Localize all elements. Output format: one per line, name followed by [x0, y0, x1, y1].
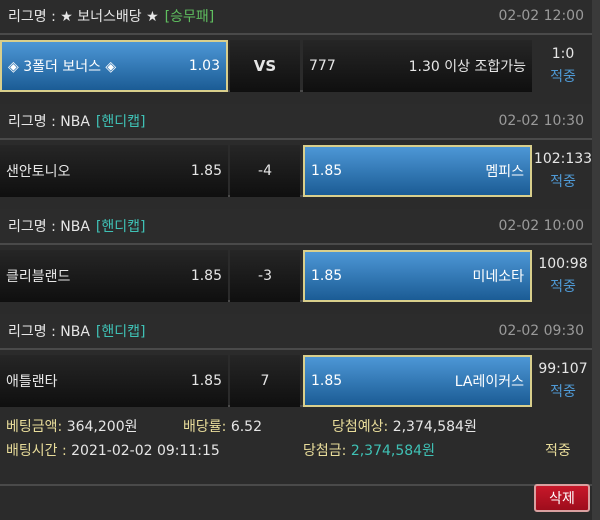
away-team: 미네소타	[472, 269, 524, 285]
match-row: 클리블랜드 1.85 -3 1.85 미네소타 100:98 적중	[0, 250, 594, 302]
bet-time: 2021-02-02 09:11:15	[71, 443, 220, 459]
league-header: 리그명 : ★ 보너스배당 ★ [승무패] 02-02 12:00	[0, 0, 592, 35]
league-name: 리그명 : NBA	[8, 114, 90, 130]
home-team: 샌안토니오	[6, 164, 71, 180]
home-option[interactable]: 샌안토니오 1.85	[0, 145, 228, 197]
score-cell: 99:107 적중	[532, 355, 594, 407]
league-name: 리그명 : NBA	[8, 324, 90, 340]
bet-block: 리그명 : NBA [핸디캡] 02-02 10:30 샌안토니오 1.85 -…	[0, 104, 594, 209]
win-amount: 2,374,584원	[350, 443, 435, 459]
scrollbar[interactable]	[592, 0, 600, 520]
handicap-value: VS	[230, 40, 300, 92]
expected-win: 2,374,584원	[392, 419, 477, 435]
result: 적중	[550, 279, 576, 295]
bet-status: 적중	[545, 443, 571, 459]
match-time: 02-02 12:00	[498, 8, 584, 24]
match-row: ◈ 3폴더 보너스 ◈ 1.03 VS 777 1.30 이상 조합가능 1:0…	[0, 40, 594, 92]
home-team: 클리블랜드	[6, 269, 71, 285]
home-odds: 1.85	[190, 163, 222, 179]
home-option[interactable]: ◈ 3폴더 보너스 ◈ 1.03	[0, 40, 228, 92]
result: 적중	[550, 174, 576, 190]
result: 적중	[550, 69, 576, 85]
league-header: 리그명 : NBA [핸디캡] 02-02 10:30	[0, 104, 592, 140]
away-odds: 777	[309, 58, 336, 74]
bet-amount-label: 베팅금액:	[6, 419, 63, 435]
delete-button[interactable]: 삭제	[534, 484, 590, 512]
home-team: ◈ 3폴더 보너스 ◈	[8, 59, 117, 75]
away-team: 1.30 이상 조합가능	[408, 59, 526, 75]
result: 적중	[550, 384, 576, 400]
away-option[interactable]: 1.85 미네소타	[303, 250, 532, 302]
score: 102:133	[533, 151, 593, 167]
bet-type: [핸디캡]	[95, 114, 146, 130]
handicap-value: -4	[230, 145, 300, 197]
bet-amount: 364,200원	[66, 419, 138, 435]
bet-block: 리그명 : NBA [핸디캡] 02-02 10:00 클리블랜드 1.85 -…	[0, 209, 594, 314]
home-odds: 1.85	[190, 373, 222, 389]
away-team: LA레이커스	[454, 374, 524, 390]
bet-summary: 베팅금액: 364,200원 배당률: 6.52 당첨예상: 2,374,584…	[0, 410, 592, 486]
total-odds: 6.52	[230, 419, 262, 435]
bet-type: [핸디캡]	[95, 324, 146, 340]
away-odds: 1.85	[311, 268, 343, 284]
score-cell: 100:98 적중	[532, 250, 594, 302]
bet-time-label: 배팅시간 :	[6, 443, 67, 459]
home-odds: 1.03	[188, 58, 220, 74]
bet-block: 리그명 : NBA [핸디캡] 02-02 09:30 애틀랜타 1.85 7 …	[0, 314, 594, 419]
league-header: 리그명 : NBA [핸디캡] 02-02 09:30	[0, 314, 592, 350]
league-name: 리그명 : NBA	[8, 219, 90, 235]
score-cell: 1:0 적중	[532, 40, 594, 92]
match-time: 02-02 09:30	[498, 323, 584, 339]
away-odds: 1.85	[311, 373, 343, 389]
league-name: 리그명 : ★ 보너스배당 ★	[8, 9, 159, 25]
score: 100:98	[538, 256, 588, 272]
away-option[interactable]: 1.85 LA레이커스	[303, 355, 532, 407]
home-option[interactable]: 클리블랜드 1.85	[0, 250, 228, 302]
bet-block: 리그명 : ★ 보너스배당 ★ [승무패] 02-02 12:00 ◈ 3폴더 …	[0, 0, 594, 104]
match-row: 애틀랜타 1.85 7 1.85 LA레이커스 99:107 적중	[0, 355, 594, 407]
score: 99:107	[538, 361, 588, 377]
home-odds: 1.85	[190, 268, 222, 284]
handicap-value: -3	[230, 250, 300, 302]
match-time: 02-02 10:30	[498, 113, 584, 129]
away-team: 멤피스	[485, 164, 524, 180]
home-option[interactable]: 애틀랜타 1.85	[0, 355, 228, 407]
expected-label: 당첨예상:	[332, 419, 389, 435]
odds-label: 배당률:	[183, 419, 227, 435]
score-cell: 102:133 적중	[532, 145, 594, 197]
win-label: 당첨금:	[303, 443, 347, 459]
league-header: 리그명 : NBA [핸디캡] 02-02 10:00	[0, 209, 592, 245]
handicap-value: 7	[230, 355, 300, 407]
match-time: 02-02 10:00	[498, 218, 584, 234]
away-option[interactable]: 777 1.30 이상 조합가능	[303, 40, 532, 92]
score: 1:0	[551, 46, 575, 62]
away-odds: 1.85	[311, 163, 343, 179]
bet-type: [승무패]	[164, 9, 215, 25]
match-row: 샌안토니오 1.85 -4 1.85 멤피스 102:133 적중	[0, 145, 594, 197]
bet-type: [핸디캡]	[95, 219, 146, 235]
home-team: 애틀랜타	[6, 374, 58, 390]
away-option[interactable]: 1.85 멤피스	[303, 145, 532, 197]
